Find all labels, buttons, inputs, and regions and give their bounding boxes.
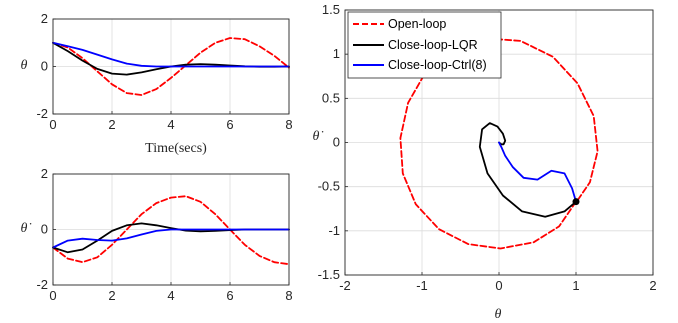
legend-label-open-loop: Open-loop <box>388 17 446 31</box>
thetadot-time-xtick-label: 8 <box>285 288 292 303</box>
theta-time-ylabel: θ <box>21 58 28 73</box>
phase-portrait-series-0-line <box>399 37 599 250</box>
phase-portrait-ytick-label: -1.5 <box>318 267 340 282</box>
phase-portrait-series-2-line <box>498 141 577 203</box>
phase-portrait-ylabel: θ̇ <box>313 129 324 144</box>
phase-portrait-xtick-label: -2 <box>339 278 351 293</box>
phase-portrait-ytick-label: 0 <box>333 135 340 150</box>
thetadot-time-series-0-line <box>52 195 290 266</box>
thetadot-time-ytick-label: 2 <box>41 166 48 181</box>
theta-time-xtick-label: 0 <box>49 117 56 132</box>
phase-portrait-ytick-label: -1 <box>328 223 340 238</box>
phase-portrait-marker-point <box>572 198 580 206</box>
phase-portrait-ytick-label: 1.5 <box>322 2 340 17</box>
phase-portrait-ytick-label: 0.5 <box>322 90 340 105</box>
theta-time-axes-frame <box>52 18 290 115</box>
thetadot-time-ylabel: θ̇ <box>21 221 32 236</box>
thetadot-time-chart: 0 2 4 6 8-202 <box>36 166 292 303</box>
phase-portrait-xlabel: θ <box>495 307 502 322</box>
theta-time-series-2-line <box>52 41 290 68</box>
thetadot-time-xtick-label: 6 <box>226 288 233 303</box>
theta-time-ytick-label: -2 <box>36 106 48 121</box>
theta-time-ytick-label: 0 <box>41 59 48 74</box>
theta-time-xtick-label: 6 <box>226 117 233 132</box>
phase-portrait-ytick-label: -0.5 <box>318 179 340 194</box>
thetadot-time-xtick-label: 2 <box>108 288 115 303</box>
theta-time-xtick-label: 4 <box>167 117 174 132</box>
theta-time-xtick-label: 2 <box>108 117 115 132</box>
thetadot-time-series-2-line <box>52 228 290 249</box>
theta-time-chart: 0 2 4 6 8-202 <box>36 11 292 132</box>
thetadot-time-xtick-label: 4 <box>167 288 174 303</box>
phase-portrait-xtick-label: 2 <box>649 278 656 293</box>
thetadot-time-xtick-label: 0 <box>49 288 56 303</box>
phase-portrait-xtick-label: -1 <box>416 278 428 293</box>
thetadot-time-ytick-label: -2 <box>36 277 48 292</box>
phase-portrait-ytick-label: 1 <box>333 46 340 61</box>
theta-time-xlabel: Time(secs) <box>145 141 207 156</box>
phase-portrait-xtick-label: 1 <box>572 278 579 293</box>
phase-portrait-xtick-label: 0 <box>495 278 502 293</box>
legend-label-close-loop-lqr: Close-loop-LQR <box>388 38 478 52</box>
theta-time-xtick-label: 8 <box>285 117 292 132</box>
legend-label-close-loop-ctrl: Close-loop-Ctrl(8) <box>388 58 487 72</box>
theta-time-ytick-label: 2 <box>41 11 48 26</box>
thetadot-time-ytick-label: 0 <box>41 222 48 237</box>
legend: Open-loop Close-loop-LQR Close-loop-Ctrl… <box>347 11 502 79</box>
phase-portrait-axes-frame <box>344 9 654 276</box>
phase-portrait-series-1-line <box>478 122 577 218</box>
thetadot-time-axes-frame <box>52 173 290 286</box>
